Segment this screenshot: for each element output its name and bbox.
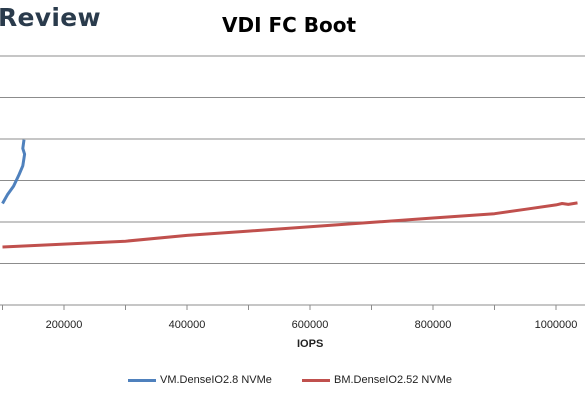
legend-item-bm: BM.DenseIO2.52 NVMe: [302, 374, 452, 386]
gridlines: [0, 55, 585, 306]
series-line-0: [1, 139, 27, 205]
brand-logo-text: Review: [0, 3, 101, 32]
x-tick-label: 400000: [169, 319, 206, 331]
legend-item-vm: VM.DenseIO2.8 NVMe: [128, 374, 272, 386]
series-line-1: [2, 201, 578, 249]
x-tick-labels: 200000 400000 600000 800000 1000000: [2, 305, 578, 331]
x-tick-label: 800000: [415, 319, 452, 331]
chart-title: VDI FC Boot: [222, 13, 357, 37]
series-lines: [1, 139, 578, 249]
chart-legend: VM.DenseIO2.8 NVMe BM.DenseIO2.52 NVMe: [0, 374, 585, 390]
x-tick-label: 1000000: [535, 319, 578, 331]
x-tick-label: 600000: [292, 319, 329, 331]
x-tick-label: 200000: [46, 319, 83, 331]
legend-swatch-bm: [302, 378, 330, 382]
legend-swatch-vm: [128, 378, 156, 382]
x-axis-label: IOPS: [297, 338, 324, 350]
legend-label-vm: VM.DenseIO2.8 NVMe: [160, 374, 272, 386]
legend-label-bm: BM.DenseIO2.52 NVMe: [334, 374, 452, 386]
